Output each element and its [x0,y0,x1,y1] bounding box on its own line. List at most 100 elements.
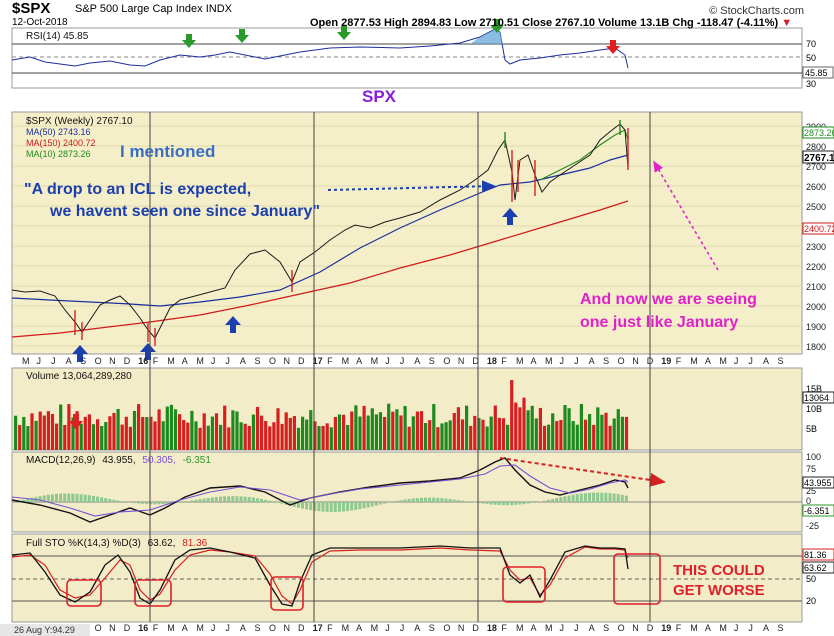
volume-bar [67,404,71,450]
macd-hist-bar [194,499,198,502]
macd-hist-bar [551,498,555,502]
volume-bar [624,416,629,450]
x-axis-label: F [501,623,507,633]
macd-hist-bar [329,502,333,512]
volume-bar [83,416,87,450]
macd-hist-bar [260,498,263,502]
volume-bar [14,415,18,450]
x-axis-label: J [225,623,230,633]
volume-bar [79,423,83,450]
macd-hist-bar [71,493,75,502]
volume-bar [59,404,63,450]
x-axis-label: J [385,356,390,366]
macd-hist-bar [325,502,329,512]
legend-ma50: MA(50) 2743.16 [26,127,91,137]
volume-tag: 13064 [804,393,829,403]
volume-bar [567,408,571,450]
sto-label-name: Full STO %K(14,3) %D(3) [26,538,141,549]
macd-hist-bar [137,502,140,504]
macd-hist-bar [444,498,448,502]
macd-hist-bar [440,498,444,502]
x-axis-label: 17 [313,356,323,366]
x-axis-label: A [530,356,536,366]
volume-bar [239,422,243,450]
macd-hist-bar [268,500,272,502]
sto-panel [11,533,803,623]
macd-tick: 25 [806,486,816,496]
x-axis-label: J [734,623,739,633]
x-axis-label: A [763,356,769,366]
x-axis-label: S [777,356,783,366]
x-axis-label: M [371,623,379,633]
volume-bar [219,424,223,450]
volume-bar [247,425,251,450]
sto-highlight-box [270,576,304,611]
macd-hist-bar [526,502,530,504]
x-axis-label: 19 [661,623,671,633]
macd-hist-bar [428,497,432,502]
macd-hist-bar [296,502,300,508]
macd-hist-bar [313,502,317,511]
macd-hist-bar [497,502,501,506]
macd-hist-bar [555,497,559,502]
rsi-value-tag-box [802,66,834,79]
macd-hist-bar [223,496,227,502]
x-axis-label: M [516,623,524,633]
ma10-tag: 2873.26 [804,128,834,138]
volume-bar [55,423,59,450]
macd-hist-bar [280,502,284,504]
volume-bar [579,403,583,450]
volume-bar [75,411,79,450]
x-axis-label: D [647,356,654,366]
volume-bar [223,405,227,450]
macd-hist-bar [370,502,374,507]
macd-hist-bar [559,497,563,502]
price-tick: 2500 [806,202,826,212]
macd-hist-bar [378,502,382,505]
volume-bar [178,414,182,450]
x-axis-label: J [560,623,565,633]
volume-bar [526,410,530,450]
year-separators [149,112,651,622]
volume-bar [292,416,296,450]
volume-bar [489,416,493,450]
macd-hist-bar [255,498,259,502]
x-axis-label: J [211,356,216,366]
macd-tag-box [802,476,834,489]
x-axis-label: A [356,356,362,366]
x-axis-label: F [153,623,159,633]
macd-hist-bar [407,498,411,502]
cursor-readout-box [0,624,90,636]
macd-hist-tag: -6.351 [804,506,830,516]
macd-hist-bar [161,502,165,505]
price-tick: 2300 [806,242,826,252]
volume-bar [387,403,391,450]
macd-tick: -25 [806,521,819,531]
volume-bar [575,424,579,450]
x-axis-label: F [676,623,682,633]
volume-bar [534,418,538,450]
macd-hist-tag-box [802,504,834,517]
macd-label-value: 43.955, [102,455,135,466]
rsi-value-tag: 45.85 [805,68,828,78]
price-series [11,123,629,339]
volume-bar [288,417,292,450]
volume-tick: 10B [806,404,822,414]
x-axis-label: M [690,356,698,366]
macd-hist-bar [350,502,354,511]
macd-hist-bar [55,493,58,502]
volume-bar [604,412,608,450]
volume-bar [530,405,534,450]
x-axis-label: 16 [138,356,148,366]
rsi-tick-30: 30 [806,79,816,89]
volume-bar [165,406,169,450]
macd-hist-bar [608,493,612,502]
price-legend-title: $SPX (Weekly) 2767.10 [26,116,133,127]
macd-hist-bar [419,497,423,502]
x-axis-label: A [589,356,595,366]
now-dotted-arrow [653,160,719,271]
x-axis-label: F [327,356,333,366]
x-axis-label: A [705,356,711,366]
macd-label-signal: 50.305, [142,455,175,466]
